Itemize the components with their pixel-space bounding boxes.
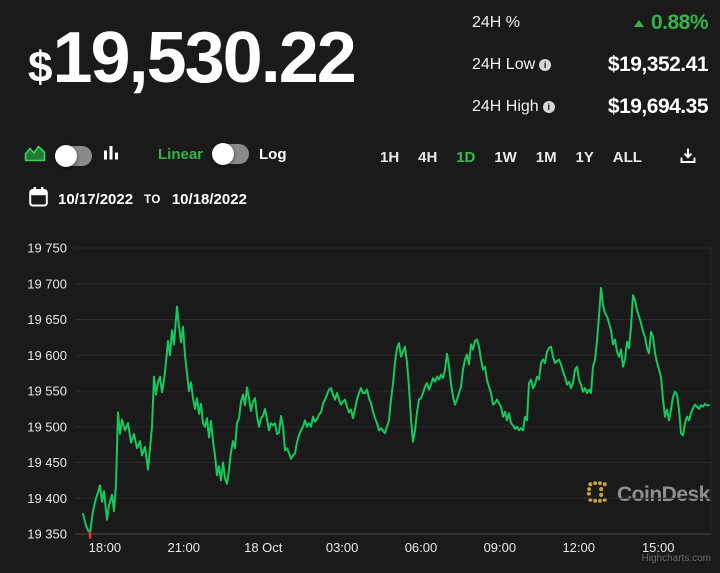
chart-toolbar: Linear Log 1H 4H 1D 1W 1M 1Y ALL xyxy=(0,143,720,170)
y-axis-label: 19 600 xyxy=(27,348,67,363)
x-axis-label: 12:00 xyxy=(562,540,595,555)
change-percent: 0.88% xyxy=(650,11,709,34)
stat-row-low: 24H Low i $19,352.41 xyxy=(472,52,709,78)
date-from[interactable]: 10/17/2022 xyxy=(58,191,134,208)
current-price: $ 19,530.22 xyxy=(28,18,357,98)
stat-value-24h-percent: 0.88% xyxy=(633,11,709,35)
x-axis-label: 21:00 xyxy=(167,540,200,555)
y-axis-label: 19 750 xyxy=(27,241,67,256)
stat-value-24h-high: $19,694.35 xyxy=(607,95,709,118)
coindesk-watermark: CoinDesk xyxy=(586,479,710,510)
chart-credit: Highcharts.com xyxy=(642,553,711,564)
y-axis-label: 19 450 xyxy=(27,455,67,470)
coindesk-wordmark: CoinDesk xyxy=(617,482,710,506)
date-separator: TO xyxy=(144,193,161,206)
download-icon[interactable] xyxy=(678,145,698,170)
coindesk-logo-icon xyxy=(586,479,611,510)
range-button-4h[interactable]: 4H xyxy=(418,148,438,166)
toggle-knob[interactable] xyxy=(212,143,235,165)
y-axis-label: 19 350 xyxy=(27,527,67,542)
log-scale-label[interactable]: Log xyxy=(259,145,287,163)
chart-type-toggle[interactable] xyxy=(55,144,92,167)
x-axis-label: 03:00 xyxy=(326,540,359,555)
x-axis-label: 15:00 xyxy=(642,540,675,555)
date-range-picker: 10/17/2022 TO 10/18/2022 xyxy=(28,186,247,213)
scale-toggle[interactable] xyxy=(212,143,250,165)
y-axis-label: 19 500 xyxy=(27,419,67,434)
linear-scale-label[interactable]: Linear xyxy=(158,145,204,163)
y-axis-label: 19 550 xyxy=(27,384,67,399)
range-button-1d[interactable]: 1D xyxy=(456,148,476,166)
info-icon[interactable]: i xyxy=(542,101,555,113)
x-axis-label: 09:00 xyxy=(484,540,517,555)
info-icon[interactable]: i xyxy=(539,59,552,71)
range-button-1y[interactable]: 1Y xyxy=(575,148,594,166)
stat-label-24h-high: 24H High i xyxy=(472,98,555,116)
stats-panel: 24H % 0.88% 24H Low i $19,352.41 24H Hig… xyxy=(472,10,709,136)
y-axis-label: 19 650 xyxy=(27,312,67,327)
stat-row-change: 24H % 0.88% xyxy=(472,10,709,36)
stat-label-24h-percent: 24H % xyxy=(472,14,521,31)
range-selector: 1H 4H 1D 1W 1M 1Y ALL xyxy=(380,144,642,170)
range-button-all[interactable]: ALL xyxy=(612,148,642,166)
chart-type-group xyxy=(24,144,120,167)
x-axis-label: 06:00 xyxy=(405,540,438,555)
bar-chart-icon[interactable] xyxy=(102,144,120,167)
stat-value-24h-low: $19,352.41 xyxy=(607,53,709,76)
range-button-1h[interactable]: 1H xyxy=(380,148,400,166)
stat-label-24h-low: 24H Low i xyxy=(472,56,552,74)
range-button-1m[interactable]: 1M xyxy=(535,148,557,166)
currency-symbol: $ xyxy=(28,43,53,92)
stat-row-high: 24H High i $19,694.35 xyxy=(472,94,709,120)
y-axis-label: 19 700 xyxy=(27,276,67,291)
price-value: 19,530.22 xyxy=(52,18,356,98)
range-button-1w[interactable]: 1W xyxy=(494,148,517,166)
y-axis-label: 19 400 xyxy=(27,491,67,506)
arrow-up-icon xyxy=(633,19,644,27)
area-chart-icon[interactable] xyxy=(24,144,46,167)
toggle-knob[interactable] xyxy=(55,144,77,167)
scale-group: Linear Log xyxy=(158,143,287,165)
x-axis-label: 18:00 xyxy=(89,540,122,555)
x-axis-label: 18 Oct xyxy=(244,540,283,555)
calendar-icon[interactable] xyxy=(28,186,49,213)
date-to[interactable]: 10/18/2022 xyxy=(171,191,247,208)
